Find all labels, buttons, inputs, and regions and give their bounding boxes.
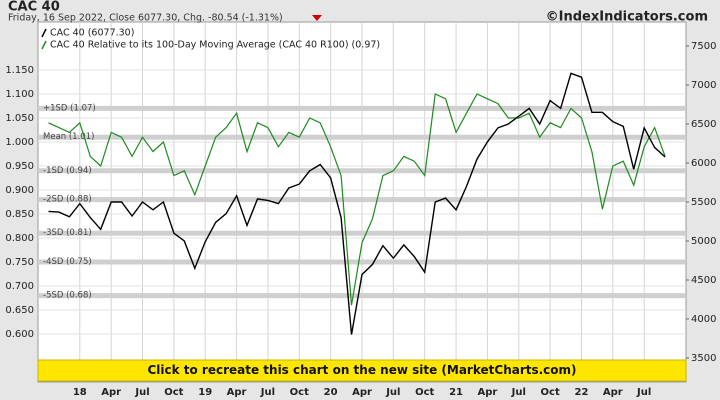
y-tick-label: 0.900 [5, 185, 34, 196]
x-tick-label: Apr [603, 387, 623, 398]
subtitle: Friday, 16 Sep 2022, Close 6077.30, Chg.… [8, 13, 283, 24]
x-tick-label: Oct [164, 387, 183, 398]
y-tick-label: 0.950 [5, 161, 34, 172]
legend-swatch [41, 28, 47, 38]
x-tick-label: 21 [449, 387, 463, 398]
y-tick-label: 0.800 [5, 233, 34, 244]
source: ©IndexIndicators.com [546, 10, 708, 25]
band-label: Mean (1.01) [43, 132, 94, 142]
x-tick-label: Jul [385, 387, 400, 398]
x-tick-label: Oct [415, 387, 434, 398]
y-tick-label: 0.650 [5, 305, 34, 316]
series-line [48, 72, 666, 335]
x-tick-label: Apr [352, 387, 372, 398]
x-tick-label: Oct [541, 387, 560, 398]
y2-tick-label: 5500 [691, 197, 716, 208]
x-tick-label: Apr [101, 387, 121, 398]
x-tick-label: Oct [290, 387, 309, 398]
x-tick-label: Jul [636, 387, 651, 398]
legend-label: CAC 40 (6077.30) [50, 28, 134, 39]
y2-tick-label: 5000 [691, 236, 716, 247]
y-tick-label: 0.850 [5, 209, 34, 220]
y2-tick-label: 3500 [691, 353, 716, 364]
y2-tick-label: 7500 [691, 41, 716, 52]
x-tick-label: Jul [134, 387, 149, 398]
x-tick-label: Jul [511, 387, 526, 398]
y-tick-label: 1.050 [5, 113, 34, 124]
y-tick-label: 0.700 [5, 281, 34, 292]
y-tick-label: 1.100 [5, 89, 34, 100]
y2-tick-label: 4000 [691, 314, 716, 325]
x-tick-label: 19 [198, 387, 212, 398]
y2-tick-label: 7000 [691, 80, 716, 91]
y2-tick-label: 4500 [691, 275, 716, 286]
down-arrow [312, 15, 322, 21]
y-tick-label: 1.000 [5, 137, 34, 148]
legend-label: CAC 40 Relative to its 100-Day Moving Av… [50, 40, 380, 51]
band-label: -1SD (0.94) [43, 166, 92, 176]
band-label: -2SD (0.88) [43, 195, 92, 205]
y-tick-label: 1.150 [5, 65, 34, 76]
x-tick-label: 18 [73, 387, 87, 398]
banner-text[interactable]: Click to recreate this chart on the new … [147, 363, 576, 377]
series-line [48, 93, 666, 306]
y-tick-label: 0.600 [5, 329, 34, 340]
x-tick-label: Apr [227, 387, 247, 398]
legend-swatch [41, 40, 47, 50]
x-tick-label: 20 [324, 387, 338, 398]
band-label: +1SD (1.07) [43, 103, 96, 113]
x-tick-label: Apr [477, 387, 497, 398]
x-tick-label: Jul [260, 387, 275, 398]
x-tick-label: 22 [575, 387, 589, 398]
y-tick-label: 0.750 [5, 257, 34, 268]
band-label: -4SD (0.75) [43, 257, 92, 267]
banner[interactable] [37, 359, 687, 382]
band-label: -3SD (0.81) [43, 228, 92, 238]
chart-title: CAC 40 [8, 0, 60, 15]
y2-tick-label: 6000 [691, 158, 716, 169]
band-label: -5SD (0.68) [43, 291, 92, 301]
y2-tick-label: 6500 [691, 119, 716, 130]
